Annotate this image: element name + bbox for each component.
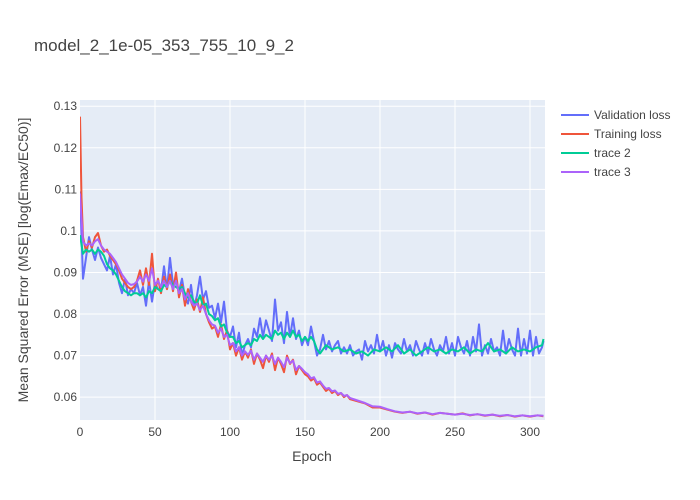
legend: Validation loss Training loss trace 2 trace… (561, 108, 671, 179)
legend-label: trace 3 (594, 165, 631, 179)
x-tick-label: 150 (295, 425, 315, 439)
gridlines (80, 100, 545, 420)
x-axis-title: Epoch (292, 448, 332, 464)
series-line-trace-3[interactable] (80, 193, 544, 418)
x-tick-label: 100 (220, 425, 240, 439)
legend-item[interactable]: trace 2 (561, 146, 631, 160)
legend-label: Training loss (594, 127, 662, 141)
y-tick-label: 0.09 (54, 265, 78, 279)
y-tick-label: 0.13 (54, 99, 78, 113)
y-tick-label: 0.12 (54, 141, 78, 155)
y-tick-label: 0.1 (60, 224, 77, 238)
x-tick-label: 200 (370, 425, 390, 439)
y-tick-label: 0.06 (54, 390, 78, 404)
legend-item[interactable]: Training loss (561, 127, 662, 141)
legend-item[interactable]: trace 3 (561, 165, 631, 179)
y-axis-title: Mean Squared Error (MSE) [log(Emax/EC50)… (15, 118, 31, 403)
x-tick-label: 0 (77, 425, 84, 439)
plot-area (80, 100, 545, 420)
x-axis-ticks: 0 50 100 150 200 250 300 (77, 425, 541, 439)
series-line-trace-2[interactable] (80, 234, 545, 357)
x-tick-label: 50 (148, 425, 162, 439)
y-tick-label: 0.11 (55, 182, 78, 196)
y-axis-ticks: 0.06 0.07 0.08 0.09 0.1 0.11 0.12 0.13 (54, 99, 78, 404)
chart-title: model_2_1e-05_353_755_10_9_2 (34, 36, 294, 55)
x-tick-label: 250 (445, 425, 465, 439)
x-tick-label: 300 (520, 425, 540, 439)
y-tick-label: 0.07 (54, 349, 78, 363)
series-lines (80, 116, 545, 418)
legend-label: trace 2 (594, 146, 631, 160)
y-tick-label: 0.08 (54, 307, 78, 321)
legend-item[interactable]: Validation loss (561, 108, 671, 122)
legend-label: Validation loss (594, 108, 671, 122)
